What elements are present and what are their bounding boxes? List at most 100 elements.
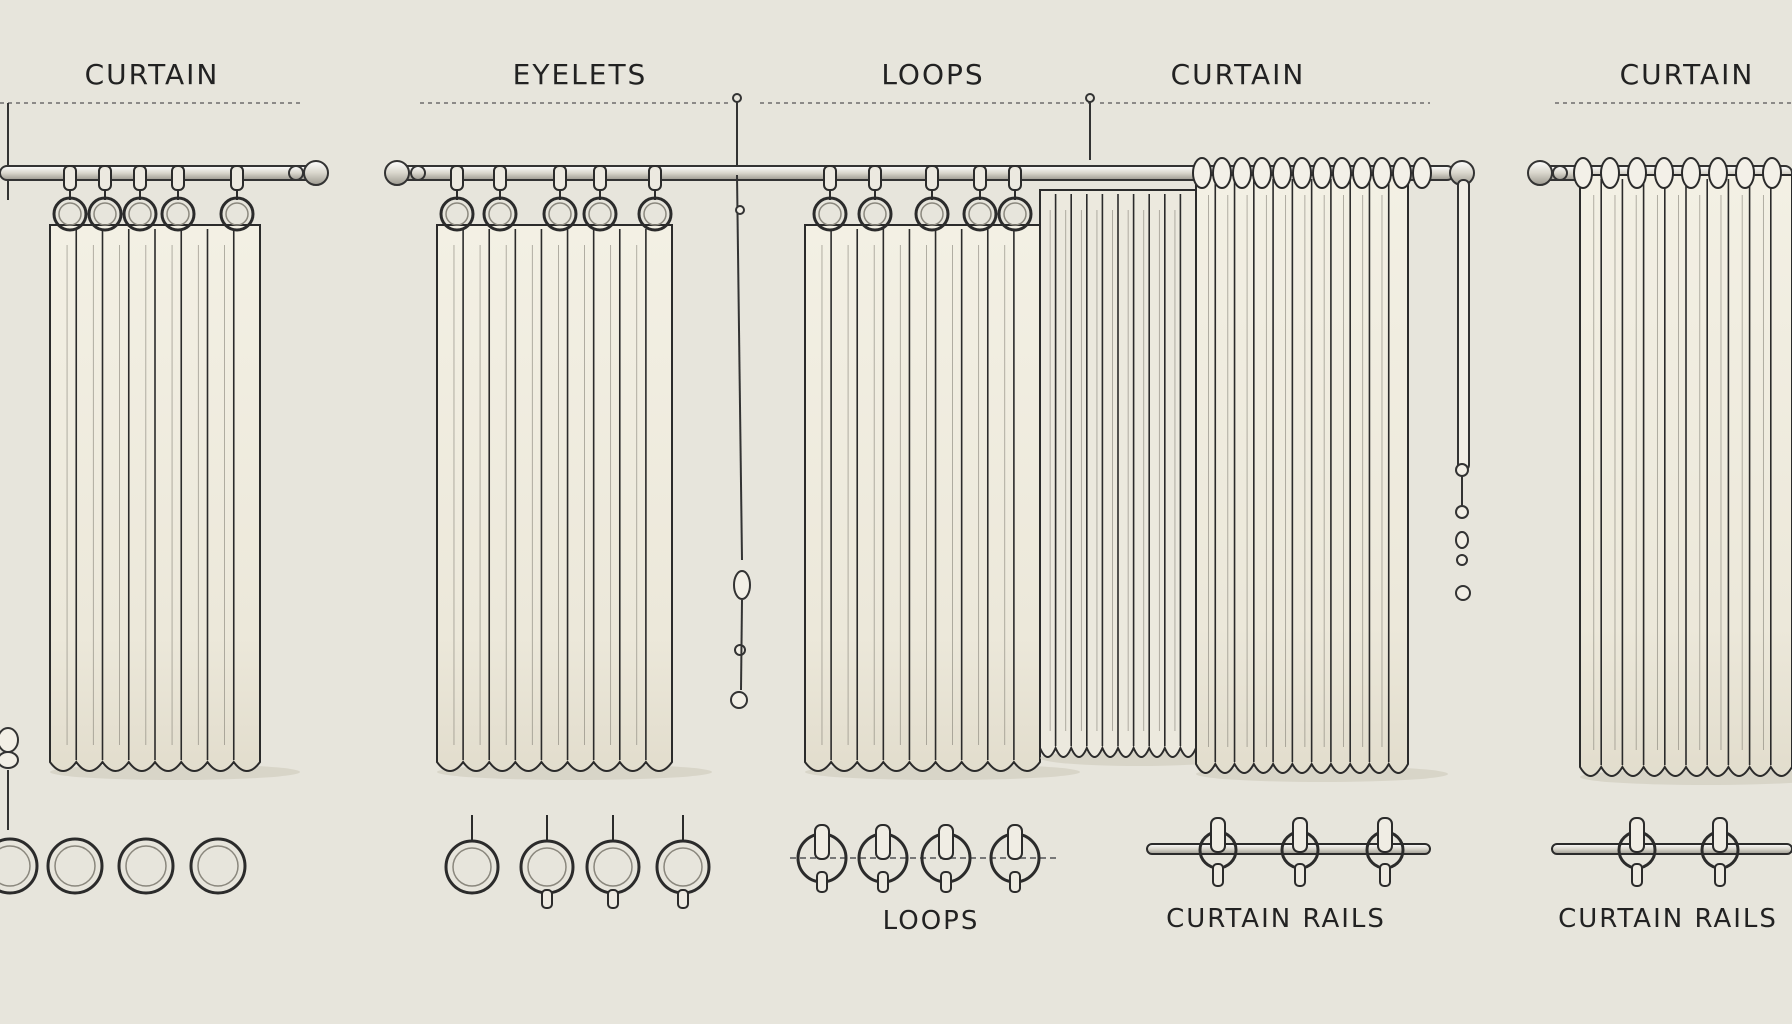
rod-ring — [1212, 157, 1232, 189]
rail-glider-hook — [1631, 863, 1643, 887]
curtain-ring — [122, 196, 158, 232]
rail-glider-hook — [1294, 863, 1306, 887]
rail-glider — [1712, 817, 1728, 853]
example-ring — [117, 837, 175, 895]
label-loops-top: LOOPS — [881, 58, 985, 91]
example-loop-hook — [816, 871, 828, 893]
example-rail — [1551, 843, 1792, 855]
curtain-body — [436, 224, 673, 772]
curtain-panel-rings — [49, 224, 300, 780]
label-pins — [7, 93, 1095, 200]
rail-glider-hook — [1379, 863, 1391, 887]
ring-clip — [973, 165, 987, 191]
rod-ring — [1252, 157, 1272, 189]
rod-ring — [1412, 157, 1432, 189]
rod-ring — [1332, 157, 1352, 189]
rod-ring — [1192, 157, 1212, 189]
rod-ring — [1292, 157, 1312, 189]
eyelet-hook — [677, 889, 689, 909]
ring-clip — [553, 165, 567, 191]
curtain-body — [1195, 174, 1409, 774]
ring-clip — [230, 165, 244, 191]
label-loops-bottom: LOOPS — [882, 906, 980, 936]
example-loop-hook — [940, 871, 952, 893]
example-ring-inner — [54, 845, 96, 887]
curtain-ring — [997, 196, 1033, 232]
ring-clip — [823, 165, 837, 191]
curtain-ring — [812, 196, 848, 232]
example-eyelet-inner — [663, 847, 703, 887]
rail-glider-hook — [1212, 863, 1224, 887]
curtain-ring-inner — [225, 202, 249, 226]
example-eyelet-inner — [452, 847, 492, 887]
curtain-panel-pinch-pleat — [1195, 174, 1448, 782]
example-loop-hook — [1009, 871, 1021, 893]
example-eyelet-inner — [527, 847, 567, 887]
label-curtain-rails-right: CURTAIN RAILS — [1558, 904, 1778, 934]
example-ring-inner — [125, 845, 167, 887]
rail-glider — [1629, 817, 1645, 853]
curtain-ring-inner — [488, 202, 512, 226]
ring-clip — [450, 165, 464, 191]
label-curtain-rails-middle: CURTAIN RAILS — [1166, 904, 1386, 934]
hardware-examples — [0, 815, 1792, 909]
label-eyelets: EYELETS — [512, 58, 648, 91]
curtain-ring-inner — [58, 202, 82, 226]
curtain-ring-inner — [1003, 202, 1027, 226]
curtain-ring — [582, 196, 618, 232]
example-loop-clip — [875, 824, 891, 860]
example-eyelet-inner — [593, 847, 633, 887]
ring-clip — [493, 165, 507, 191]
rod-ring — [1735, 157, 1755, 189]
ring-clip — [1008, 165, 1022, 191]
curtain-ring-inner — [818, 202, 842, 226]
ring-clip — [648, 165, 662, 191]
rod-ring — [1312, 157, 1332, 189]
curtain-panel-eyelets — [436, 224, 712, 780]
rod-ring — [1681, 157, 1701, 189]
rod-ring — [1392, 157, 1412, 189]
example-ring — [189, 837, 247, 895]
curtain-panel-loops — [804, 224, 1080, 780]
curtain-ring — [637, 196, 673, 232]
rod-ring — [1372, 157, 1392, 189]
curtain-rod-left — [0, 160, 329, 186]
ring-clip — [868, 165, 882, 191]
curtain-ring — [87, 196, 123, 232]
curtain-ring — [219, 196, 255, 232]
example-eyelet — [585, 839, 641, 895]
example-ring-inner — [197, 845, 239, 887]
rod-ring — [1573, 157, 1593, 189]
rod-ring — [1627, 157, 1647, 189]
label-curtain-left: CURTAIN — [84, 58, 220, 91]
example-ring — [0, 837, 39, 895]
curtain-ring — [439, 196, 475, 232]
rail-glider — [1210, 817, 1226, 853]
ring-clip — [133, 165, 147, 191]
curtain-panel-sheer — [1039, 189, 1236, 766]
rail-glider — [1377, 817, 1393, 853]
curtain-ring — [962, 196, 998, 232]
rail-glider-hook — [1714, 863, 1726, 887]
curtain-ring — [914, 196, 950, 232]
rod-ring — [1654, 157, 1674, 189]
curtain-panels — [49, 174, 1792, 785]
curtain-ring-inner — [445, 202, 469, 226]
rail-glider — [1292, 817, 1308, 853]
rod-ring — [1762, 157, 1782, 189]
curtain-ring-inner — [863, 202, 887, 226]
curtain-ring-inner — [548, 202, 572, 226]
eyelet-hook — [541, 889, 553, 909]
ring-clip — [925, 165, 939, 191]
ring-clip — [593, 165, 607, 191]
curtain-ring — [160, 196, 196, 232]
curtain-ring-inner — [588, 202, 612, 226]
rod-ring — [1352, 157, 1372, 189]
example-loop-clip — [1007, 824, 1023, 860]
curtain-ring-inner — [93, 202, 117, 226]
label-curtain-middle: CURTAIN — [1170, 58, 1306, 91]
example-eyelet — [655, 839, 711, 895]
rod-ring — [1272, 157, 1292, 189]
